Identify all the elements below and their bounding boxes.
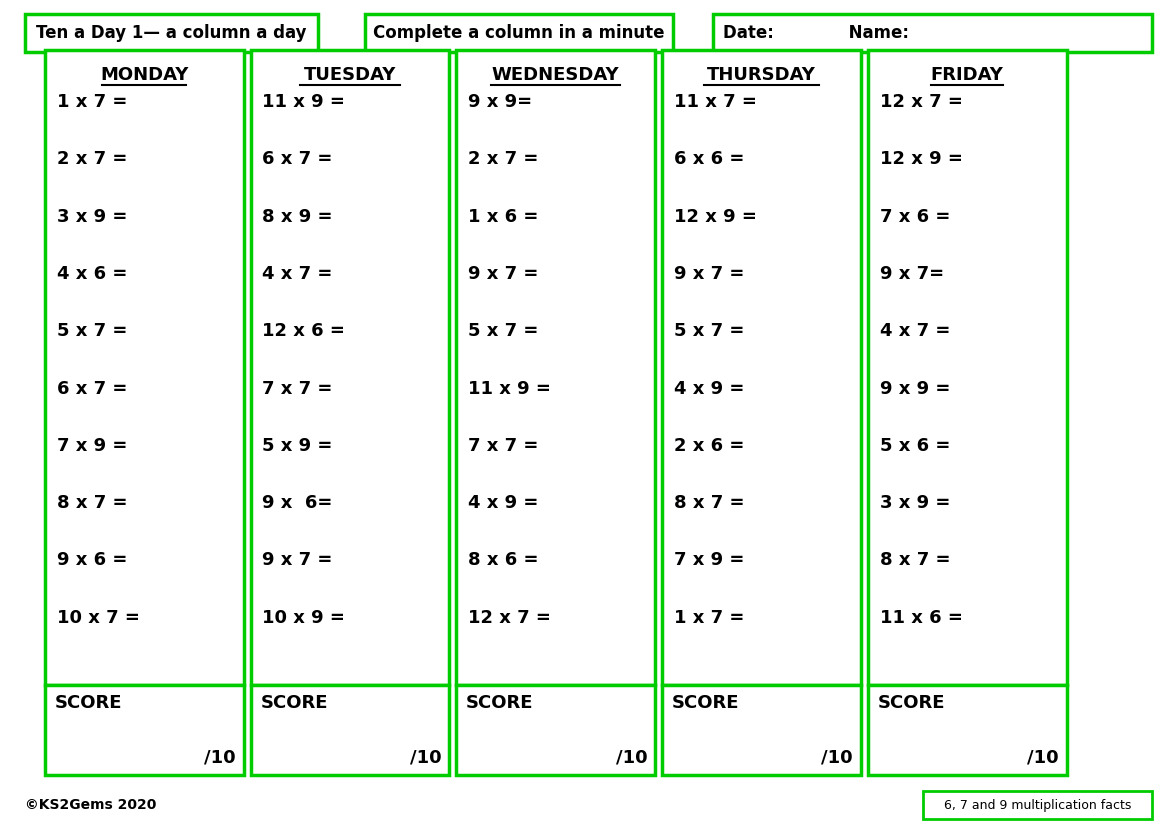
Text: FRIDAY: FRIDAY xyxy=(931,66,1004,84)
Text: 9 x 9 =: 9 x 9 = xyxy=(880,380,950,398)
Text: TUESDAY: TUESDAY xyxy=(304,66,397,84)
Text: 11 x 9 =: 11 x 9 = xyxy=(468,380,551,398)
Text: 12 x 9 =: 12 x 9 = xyxy=(880,151,963,169)
Bar xyxy=(923,791,1152,819)
Text: 9 x 7 =: 9 x 7 = xyxy=(468,265,538,283)
Text: 11 x 6 =: 11 x 6 = xyxy=(880,609,963,627)
Text: 9 x  6=: 9 x 6= xyxy=(262,494,332,512)
Text: 9 x 7=: 9 x 7= xyxy=(880,265,944,283)
Text: 1 x 7 =: 1 x 7 = xyxy=(674,609,744,627)
Text: 3 x 9 =: 3 x 9 = xyxy=(880,494,950,512)
Text: 8 x 6 =: 8 x 6 = xyxy=(468,552,538,570)
Text: 12 x 7 =: 12 x 7 = xyxy=(880,93,963,111)
Text: /10: /10 xyxy=(204,748,235,766)
Text: 7 x 9 =: 7 x 9 = xyxy=(56,437,128,455)
Text: Complete a column in a minute: Complete a column in a minute xyxy=(373,24,665,42)
Text: 5 x 7 =: 5 x 7 = xyxy=(56,323,128,340)
Text: 11 x 9 =: 11 x 9 = xyxy=(262,93,345,111)
Bar xyxy=(868,50,1067,685)
Text: SCORE: SCORE xyxy=(672,694,739,712)
Bar xyxy=(44,685,243,775)
Text: Ten a Day 1— a column a day: Ten a Day 1— a column a day xyxy=(36,24,307,42)
Bar xyxy=(25,14,318,52)
Text: WEDNESDAY: WEDNESDAY xyxy=(491,66,619,84)
Bar xyxy=(713,14,1152,52)
Text: 5 x 7 =: 5 x 7 = xyxy=(674,323,744,340)
Text: 4 x 7 =: 4 x 7 = xyxy=(880,323,950,340)
Text: 6, 7 and 9 multiplication facts: 6, 7 and 9 multiplication facts xyxy=(944,799,1131,811)
Text: 6 x 6 =: 6 x 6 = xyxy=(674,151,744,169)
Bar xyxy=(365,14,673,52)
Text: 9 x 7 =: 9 x 7 = xyxy=(674,265,744,283)
Text: 12 x 6 =: 12 x 6 = xyxy=(262,323,345,340)
Text: 8 x 9 =: 8 x 9 = xyxy=(262,208,333,226)
Text: SCORE: SCORE xyxy=(261,694,328,712)
Text: 12 x 7 =: 12 x 7 = xyxy=(468,609,551,627)
Text: 11 x 7 =: 11 x 7 = xyxy=(674,93,757,111)
Text: SCORE: SCORE xyxy=(466,694,534,712)
Text: 8 x 7 =: 8 x 7 = xyxy=(880,552,950,570)
Text: /10: /10 xyxy=(1027,748,1059,766)
Text: 7 x 7 =: 7 x 7 = xyxy=(468,437,538,455)
Text: 6 x 7 =: 6 x 7 = xyxy=(262,151,332,169)
Text: 7 x 7 =: 7 x 7 = xyxy=(262,380,332,398)
Text: ©KS2Gems 2020: ©KS2Gems 2020 xyxy=(25,798,157,812)
Bar xyxy=(868,685,1067,775)
Text: 2 x 7 =: 2 x 7 = xyxy=(468,151,538,169)
Bar xyxy=(456,50,655,685)
Text: SCORE: SCORE xyxy=(55,694,122,712)
Text: 4 x 7 =: 4 x 7 = xyxy=(262,265,332,283)
Text: 9 x 7 =: 9 x 7 = xyxy=(262,552,332,570)
Text: /10: /10 xyxy=(410,748,441,766)
Text: 5 x 6 =: 5 x 6 = xyxy=(880,437,950,455)
Text: 9 x 6 =: 9 x 6 = xyxy=(56,552,128,570)
Text: MONDAY: MONDAY xyxy=(99,66,188,84)
Text: 6 x 7 =: 6 x 7 = xyxy=(56,380,128,398)
Text: 2 x 6 =: 2 x 6 = xyxy=(674,437,744,455)
Text: SCORE: SCORE xyxy=(878,694,945,712)
Text: 1 x 7 =: 1 x 7 = xyxy=(56,93,128,111)
Text: 2 x 7 =: 2 x 7 = xyxy=(56,151,128,169)
Text: THURSDAY: THURSDAY xyxy=(707,66,815,84)
Text: 8 x 7 =: 8 x 7 = xyxy=(674,494,744,512)
Text: 5 x 9 =: 5 x 9 = xyxy=(262,437,332,455)
Text: 5 x 7 =: 5 x 7 = xyxy=(468,323,538,340)
Bar xyxy=(662,50,861,685)
Bar xyxy=(250,50,449,685)
Text: 10 x 7 =: 10 x 7 = xyxy=(56,609,139,627)
Text: 1 x 6 =: 1 x 6 = xyxy=(468,208,538,226)
Text: 10 x 9 =: 10 x 9 = xyxy=(262,609,345,627)
Text: /10: /10 xyxy=(821,748,853,766)
Bar xyxy=(456,685,655,775)
Text: 4 x 6 =: 4 x 6 = xyxy=(56,265,128,283)
Bar xyxy=(250,685,449,775)
Text: Date:             Name:: Date: Name: xyxy=(723,24,909,42)
Text: 8 x 7 =: 8 x 7 = xyxy=(56,494,128,512)
Text: 4 x 9 =: 4 x 9 = xyxy=(674,380,744,398)
Text: 9 x 9=: 9 x 9= xyxy=(468,93,532,111)
Text: 3 x 9 =: 3 x 9 = xyxy=(56,208,128,226)
Bar xyxy=(662,685,861,775)
Bar xyxy=(44,50,243,685)
Text: 7 x 9 =: 7 x 9 = xyxy=(674,552,744,570)
Text: 12 x 9 =: 12 x 9 = xyxy=(674,208,757,226)
Text: 4 x 9 =: 4 x 9 = xyxy=(468,494,538,512)
Text: /10: /10 xyxy=(615,748,647,766)
Text: 7 x 6 =: 7 x 6 = xyxy=(880,208,950,226)
